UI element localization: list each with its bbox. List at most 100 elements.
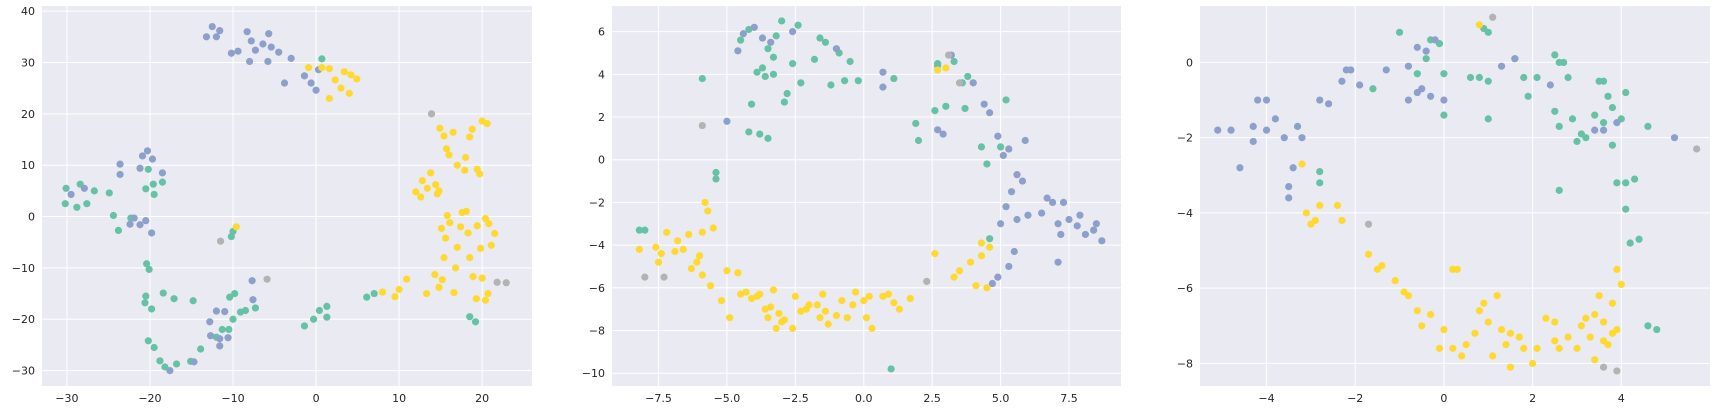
- scatter-point: [895, 305, 903, 313]
- scatter-point: [737, 36, 745, 44]
- scatter-point: [816, 314, 824, 322]
- scatter-point: [887, 365, 895, 373]
- scatter-point: [1413, 70, 1421, 78]
- scatter-point: [884, 290, 892, 298]
- series-yellow: [232, 64, 499, 304]
- x-tick-label: −10: [221, 392, 244, 405]
- scatter-point: [232, 223, 240, 231]
- x-tick-label: 7.5: [1060, 392, 1078, 405]
- scatter-point: [216, 27, 224, 35]
- scatter-point: [912, 119, 920, 128]
- scatter-point: [249, 296, 257, 304]
- scatter-point: [1311, 216, 1319, 225]
- scatter-panel-1: −30 −20 −10 0 10 20 −30 −20 −10 0 10 20 30 40: [12, 5, 532, 405]
- scatter-point: [1013, 171, 1021, 179]
- scatter-point: [126, 220, 134, 228]
- scatter-point: [1551, 107, 1559, 115]
- scatter-point: [1427, 310, 1435, 319]
- scatter-point: [1005, 145, 1013, 153]
- scatter-point: [1555, 186, 1563, 194]
- scatter-point: [726, 314, 734, 322]
- scatter-point: [315, 306, 323, 315]
- scatter-point: [433, 190, 441, 198]
- scatter-point: [810, 55, 819, 63]
- scatter-point: [841, 77, 849, 85]
- scatter-point: [1214, 126, 1222, 134]
- scatter-point: [1573, 344, 1581, 352]
- scatter-point: [641, 273, 649, 281]
- x-tick-label: 10: [392, 392, 406, 405]
- scatter-point: [466, 313, 474, 321]
- scatter-point: [83, 200, 91, 208]
- scatter-point: [402, 275, 411, 283]
- scatter-point: [456, 223, 465, 231]
- scatter-point: [1293, 122, 1302, 130]
- scatter-point: [1378, 262, 1386, 270]
- scatter-point: [423, 184, 431, 192]
- scatter-point: [226, 293, 234, 301]
- scatter-point: [1054, 258, 1062, 266]
- scatter-point: [1497, 325, 1506, 334]
- scatter-point: [1316, 201, 1324, 210]
- scatter-point: [704, 207, 712, 215]
- scatter-point: [464, 229, 472, 237]
- scatter-point: [1582, 314, 1590, 322]
- scatter-point: [1418, 322, 1426, 330]
- scatter-point: [267, 43, 275, 51]
- scatter-point: [1364, 250, 1373, 258]
- scatter-point: [485, 220, 493, 228]
- scatter-point: [654, 258, 663, 266]
- scatter-point: [843, 314, 851, 322]
- y-tick-label: −6: [1177, 282, 1193, 295]
- scatter-point: [312, 86, 320, 94]
- scatter-point: [1098, 237, 1106, 245]
- scatter-point: [62, 184, 70, 192]
- scatter-point: [1529, 359, 1537, 368]
- scatter-point: [775, 309, 783, 318]
- scatter-point: [248, 277, 256, 285]
- scatter-point: [340, 68, 348, 76]
- scatter-point: [1622, 179, 1630, 187]
- scatter-point: [1090, 226, 1098, 234]
- scatter-point: [860, 297, 868, 305]
- scatter-point: [431, 270, 439, 279]
- scatter-point: [1458, 352, 1466, 360]
- scatter-point: [1599, 337, 1608, 345]
- scatter-point: [1382, 66, 1390, 74]
- scatter-point: [961, 104, 969, 113]
- scatter-point: [156, 357, 164, 365]
- scatter-point: [955, 267, 964, 275]
- scatter-point: [1338, 77, 1346, 85]
- scatter-point: [1043, 194, 1051, 202]
- scatter-point: [275, 48, 283, 56]
- scatter-point: [750, 23, 758, 31]
- scatter-point: [442, 234, 450, 242]
- scatter-point: [234, 47, 242, 55]
- scatter-point: [772, 32, 780, 40]
- scatter-point: [141, 299, 149, 307]
- scatter-point: [737, 290, 745, 298]
- scatter-point: [138, 152, 147, 160]
- scatter-point: [685, 230, 693, 239]
- y-tick-label: 4: [598, 68, 605, 81]
- scatter-point: [1057, 230, 1065, 239]
- scatter-point: [227, 49, 235, 57]
- scatter-point: [436, 124, 444, 132]
- scatter-point: [264, 57, 272, 66]
- series-purple: [67, 22, 323, 375]
- scatter-point: [1440, 70, 1448, 78]
- scatter-point: [764, 45, 772, 53]
- scatter-point: [1453, 265, 1461, 273]
- scatter-point: [1369, 85, 1377, 93]
- scatter-point: [1582, 134, 1590, 142]
- scatter-point: [977, 239, 986, 247]
- scatter-point: [197, 345, 205, 353]
- scatter-point: [453, 243, 461, 251]
- x-tick-label: −30: [55, 392, 78, 405]
- scatter-point: [1608, 103, 1617, 112]
- scatter-point: [1413, 307, 1421, 315]
- scatter-point: [742, 288, 750, 296]
- scatter-point: [481, 296, 490, 304]
- scatter-point: [1413, 88, 1421, 97]
